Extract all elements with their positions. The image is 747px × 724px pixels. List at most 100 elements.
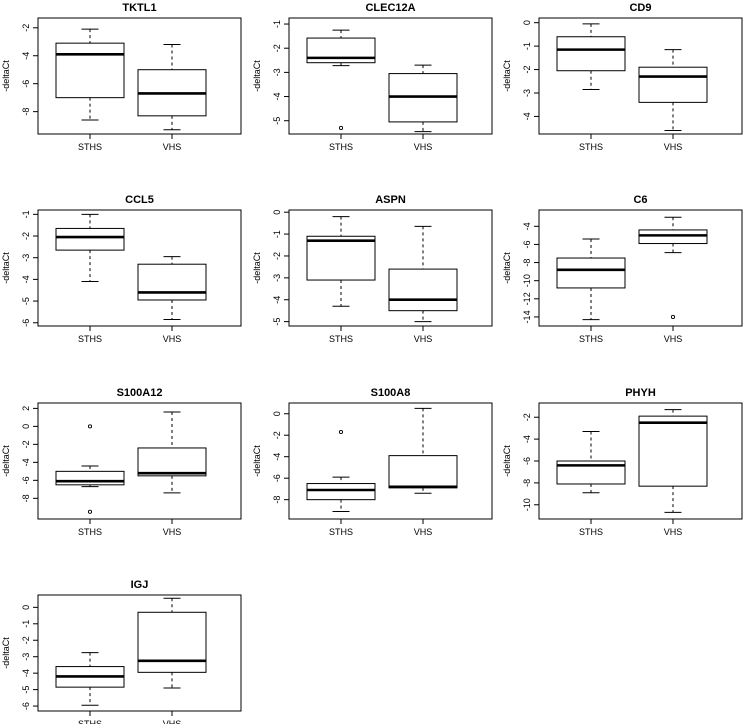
outlier-point (87, 424, 93, 429)
boxplot-panel: ASPN -deltaCt 0 -1 -2 -3 -4 -5 STHS VHS (252, 194, 493, 344)
box-sths (306, 429, 376, 512)
iqr-box (556, 257, 626, 289)
iqr-box (556, 36, 626, 72)
y-axis-label: -deltaCt (252, 445, 262, 477)
category-label: STHS (78, 719, 102, 724)
boxplot-panel: S100A8 -deltaCt 0 -2 -4 -6 -8 STHS VHS (252, 387, 493, 537)
box-vhs (638, 216, 708, 319)
box-sths (55, 28, 125, 121)
y-tick-label: -6 (21, 476, 31, 484)
y-tick-label: -10 (522, 498, 532, 511)
box-vhs (388, 64, 458, 133)
box-sths (55, 652, 125, 706)
plot-frame (288, 209, 493, 327)
y-tick-label: -3 (21, 653, 31, 661)
box-vhs (137, 411, 207, 494)
panel-title: CD9 (629, 2, 651, 14)
panel-title: ASPN (375, 194, 406, 206)
y-tick-label: -3 (272, 68, 282, 76)
y-axis-label: -deltaCt (502, 252, 512, 284)
y-tick-label: -4 (522, 222, 532, 230)
y-tick-label: -1 (21, 620, 31, 628)
outlier-point (87, 509, 93, 514)
y-tick-label: 0 (21, 605, 31, 610)
iqr-box (137, 263, 207, 301)
panel-title: IGJ (131, 579, 149, 591)
category-label: STHS (579, 142, 603, 152)
boxplot-panel: PHYH -deltaCt -2 -4 -6 -8 -10 STHS VHS (502, 387, 743, 537)
y-tick-label: -3 (522, 89, 532, 97)
box-sths (556, 23, 626, 90)
y-tick-label: -4 (272, 296, 282, 304)
y-tick-label: -5 (21, 297, 31, 305)
boxplot-panel: TKTL1 -deltaCt -2 -4 -6 -8 STHS VHS (1, 2, 242, 152)
category-label: VHS (163, 527, 182, 537)
y-tick-label: -2 (21, 24, 31, 32)
y-tick-label: -6 (21, 702, 31, 710)
y-tick-label: -1 (272, 20, 282, 28)
iqr-box (556, 460, 626, 485)
y-tick-label: -6 (522, 240, 532, 248)
plot-frame (538, 17, 743, 135)
y-tick-label: -6 (522, 457, 532, 465)
panel-title: TKTL1 (122, 2, 156, 14)
y-tick-label: -4 (21, 275, 31, 283)
iqr-box (55, 470, 125, 486)
y-tick-label: 0 (21, 424, 31, 429)
y-axis-label: -deltaCt (252, 252, 262, 284)
panel-title: PHYH (625, 387, 656, 399)
panel-title: CCL5 (125, 194, 154, 206)
boxplot-panel: CCL5 -deltaCt -1 -2 -3 -4 -5 -6 STHS VHS (1, 194, 242, 344)
y-tick-label: -2 (272, 431, 282, 439)
box-sths (306, 29, 376, 131)
boxplot-panel: CD9 -deltaCt 0 -1 -2 -3 -4 STHS VHS (502, 2, 743, 152)
y-tick-label: -6 (21, 319, 31, 327)
category-label: STHS (78, 334, 102, 344)
y-tick-label: -6 (21, 80, 31, 88)
boxplot-panel: S100A12 -deltaCt 2 0 -2 -4 -6 -8 STHS VHS (1, 387, 242, 537)
iqr-box (388, 455, 458, 489)
plot-frame (37, 402, 242, 520)
box-vhs (638, 49, 708, 131)
y-tick-label: -12 (522, 292, 532, 305)
category-label: VHS (414, 527, 433, 537)
y-tick-label: -3 (21, 254, 31, 262)
y-axis-label: -deltaCt (1, 252, 11, 284)
outlier-point (338, 429, 344, 435)
category-label: STHS (78, 527, 102, 537)
plot-frame (288, 17, 493, 135)
y-tick-label: -2 (272, 252, 282, 260)
iqr-box (306, 235, 376, 281)
y-tick-label: 0 (522, 20, 532, 25)
panel-title: C6 (633, 194, 647, 206)
iqr-box (55, 227, 125, 251)
y-tick-label: -14 (522, 310, 532, 323)
y-tick-label: -8 (522, 479, 532, 487)
category-label: STHS (579, 527, 603, 537)
y-tick-label: -4 (272, 453, 282, 461)
box-sths (55, 424, 125, 514)
y-tick-label: 0 (272, 210, 282, 215)
y-axis-label: -deltaCt (502, 60, 512, 92)
y-tick-label: -2 (522, 413, 532, 421)
y-tick-label: -4 (522, 112, 532, 120)
panel-title: CLEC12A (365, 2, 415, 14)
y-axis-label: -deltaCt (1, 60, 11, 92)
y-axis-label: -deltaCt (1, 637, 11, 669)
category-label: STHS (329, 334, 353, 344)
y-tick-label: -4 (522, 435, 532, 443)
category-label: VHS (163, 334, 182, 344)
y-tick-label: -6 (272, 474, 282, 482)
y-axis-label: -deltaCt (1, 445, 11, 477)
box-sths (556, 430, 626, 494)
y-tick-label: -5 (272, 318, 282, 326)
y-tick-label: -4 (21, 458, 31, 466)
y-tick-label: -4 (21, 52, 31, 60)
category-label: VHS (664, 527, 683, 537)
category-label: VHS (163, 142, 182, 152)
y-tick-label: -2 (522, 66, 532, 74)
y-tick-label: -5 (272, 117, 282, 125)
y-tick-label: -1 (522, 42, 532, 50)
panel-title: S100A12 (117, 387, 163, 399)
category-label: VHS (163, 719, 182, 724)
